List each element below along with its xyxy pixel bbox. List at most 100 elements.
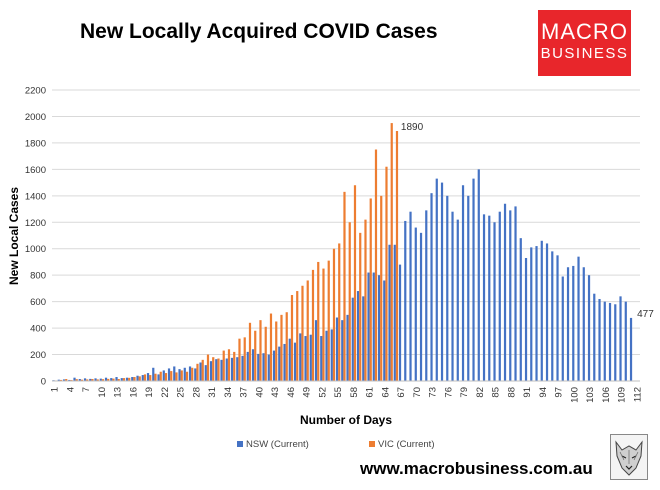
x-tick-label: 46 bbox=[286, 387, 297, 398]
bar-nsw bbox=[356, 291, 360, 381]
macro-business-logo: MACRO BUSINESS bbox=[538, 10, 631, 76]
bar-vic bbox=[264, 326, 267, 381]
bar-vic bbox=[75, 379, 78, 381]
bar-vic bbox=[311, 269, 315, 381]
bar-nsw bbox=[498, 211, 501, 381]
bar-nsw bbox=[461, 185, 465, 381]
logo-line-1: MACRO bbox=[541, 19, 628, 44]
bar-vic bbox=[301, 285, 304, 381]
bar-nsw bbox=[435, 178, 438, 381]
data-label: 477 bbox=[637, 309, 654, 320]
bar-nsw bbox=[330, 329, 333, 381]
bar-nsw bbox=[488, 215, 491, 381]
bar-vic bbox=[185, 371, 189, 381]
x-tick-label: 49 bbox=[302, 387, 313, 398]
axis-labels: 0 200 400 600 800 1000 1200 1400 1600 1800 2000 220… bbox=[25, 86, 654, 403]
bar-nsw bbox=[225, 358, 228, 381]
bar-nsw bbox=[293, 342, 297, 381]
bar-vic bbox=[201, 359, 204, 381]
bar-nsw bbox=[188, 366, 192, 381]
bar-vic bbox=[364, 219, 367, 381]
bar-nsw bbox=[524, 257, 528, 381]
bar-nsw bbox=[141, 375, 144, 381]
y-tick-label: 600 bbox=[30, 297, 46, 308]
bar-nsw bbox=[241, 355, 244, 381]
bar-nsw bbox=[619, 296, 622, 381]
bar-vic bbox=[59, 379, 63, 381]
bar-nsw bbox=[204, 365, 207, 381]
legend-swatch bbox=[237, 441, 243, 447]
bar-vic bbox=[233, 351, 236, 381]
chart-title: New Locally Acquired COVID Cases bbox=[80, 20, 438, 43]
bar-nsw bbox=[220, 359, 223, 381]
y-tick-label: 1200 bbox=[25, 218, 46, 229]
bar-vic bbox=[353, 185, 357, 381]
logo-line-2: BUSINESS bbox=[540, 45, 629, 62]
bar-vic bbox=[243, 337, 246, 381]
bar-vic bbox=[133, 377, 136, 381]
bar-nsw bbox=[57, 379, 60, 381]
bar-nsw bbox=[262, 353, 265, 381]
bar-nsw bbox=[246, 351, 249, 381]
bar-nsw bbox=[288, 338, 291, 381]
bar-nsw bbox=[146, 373, 150, 381]
bar-nsw bbox=[430, 193, 433, 381]
bar-nsw bbox=[152, 367, 155, 381]
bar-nsw bbox=[577, 256, 580, 381]
x-tick-label: 70 bbox=[412, 387, 423, 398]
bar-nsw bbox=[335, 317, 339, 381]
x-tick-label: 13 bbox=[113, 387, 124, 398]
bar-nsw bbox=[372, 272, 375, 381]
x-tick-label: 91 bbox=[522, 387, 533, 398]
x-tick-label: 4 bbox=[65, 387, 76, 392]
bar-nsw bbox=[472, 178, 475, 381]
bar-nsw bbox=[251, 349, 255, 381]
y-tick-label: 1000 bbox=[25, 244, 46, 255]
bar-vic bbox=[206, 354, 210, 381]
bar-vic bbox=[128, 377, 131, 381]
y-tick-label: 2000 bbox=[25, 112, 46, 123]
x-tick-label: 43 bbox=[270, 387, 281, 398]
bar-nsw bbox=[608, 302, 612, 381]
bar-nsw bbox=[482, 214, 486, 381]
bar-nsw bbox=[582, 267, 585, 381]
bar-vic bbox=[238, 338, 241, 381]
legend-label: VIC (Current) bbox=[378, 439, 434, 450]
bar-vic bbox=[280, 314, 283, 381]
x-tick-label: 76 bbox=[443, 387, 454, 398]
bar-nsw bbox=[551, 251, 554, 381]
bar-nsw bbox=[167, 368, 171, 381]
bar-nsw bbox=[314, 320, 318, 381]
bar-nsw bbox=[309, 334, 312, 381]
bar-vic bbox=[154, 373, 157, 381]
bar-nsw bbox=[545, 243, 549, 381]
bar-vic bbox=[170, 371, 173, 381]
x-tick-label: 103 bbox=[585, 387, 596, 403]
bar-vic bbox=[248, 322, 252, 381]
bar-vic bbox=[338, 243, 341, 381]
bar-nsw bbox=[283, 343, 286, 381]
bar-vic bbox=[254, 330, 257, 381]
bar-nsw bbox=[194, 368, 197, 381]
bar-nsw bbox=[257, 353, 260, 381]
bar-vic bbox=[86, 379, 89, 381]
bar-nsw bbox=[120, 378, 123, 381]
x-tick-label: 25 bbox=[176, 387, 187, 398]
bar-vic bbox=[91, 379, 94, 381]
website-url: www.macrobusiness.com.au bbox=[360, 459, 593, 478]
bar-vic bbox=[191, 367, 194, 381]
x-tick-label: 28 bbox=[191, 387, 202, 398]
bar-vic bbox=[159, 371, 162, 381]
data-label: 1890 bbox=[401, 122, 424, 133]
bar-vic bbox=[259, 320, 262, 381]
wolf-logo-icon bbox=[610, 434, 648, 480]
bar-vic bbox=[385, 166, 388, 381]
x-tick-label: 88 bbox=[506, 387, 517, 398]
bar-vic bbox=[317, 261, 320, 381]
bar-nsw bbox=[451, 211, 454, 381]
bar-vic bbox=[96, 379, 99, 381]
x-tick-label: 10 bbox=[97, 387, 108, 398]
bar-nsw bbox=[614, 304, 617, 381]
bar-nsw bbox=[215, 359, 218, 381]
bar-nsw bbox=[236, 357, 239, 381]
